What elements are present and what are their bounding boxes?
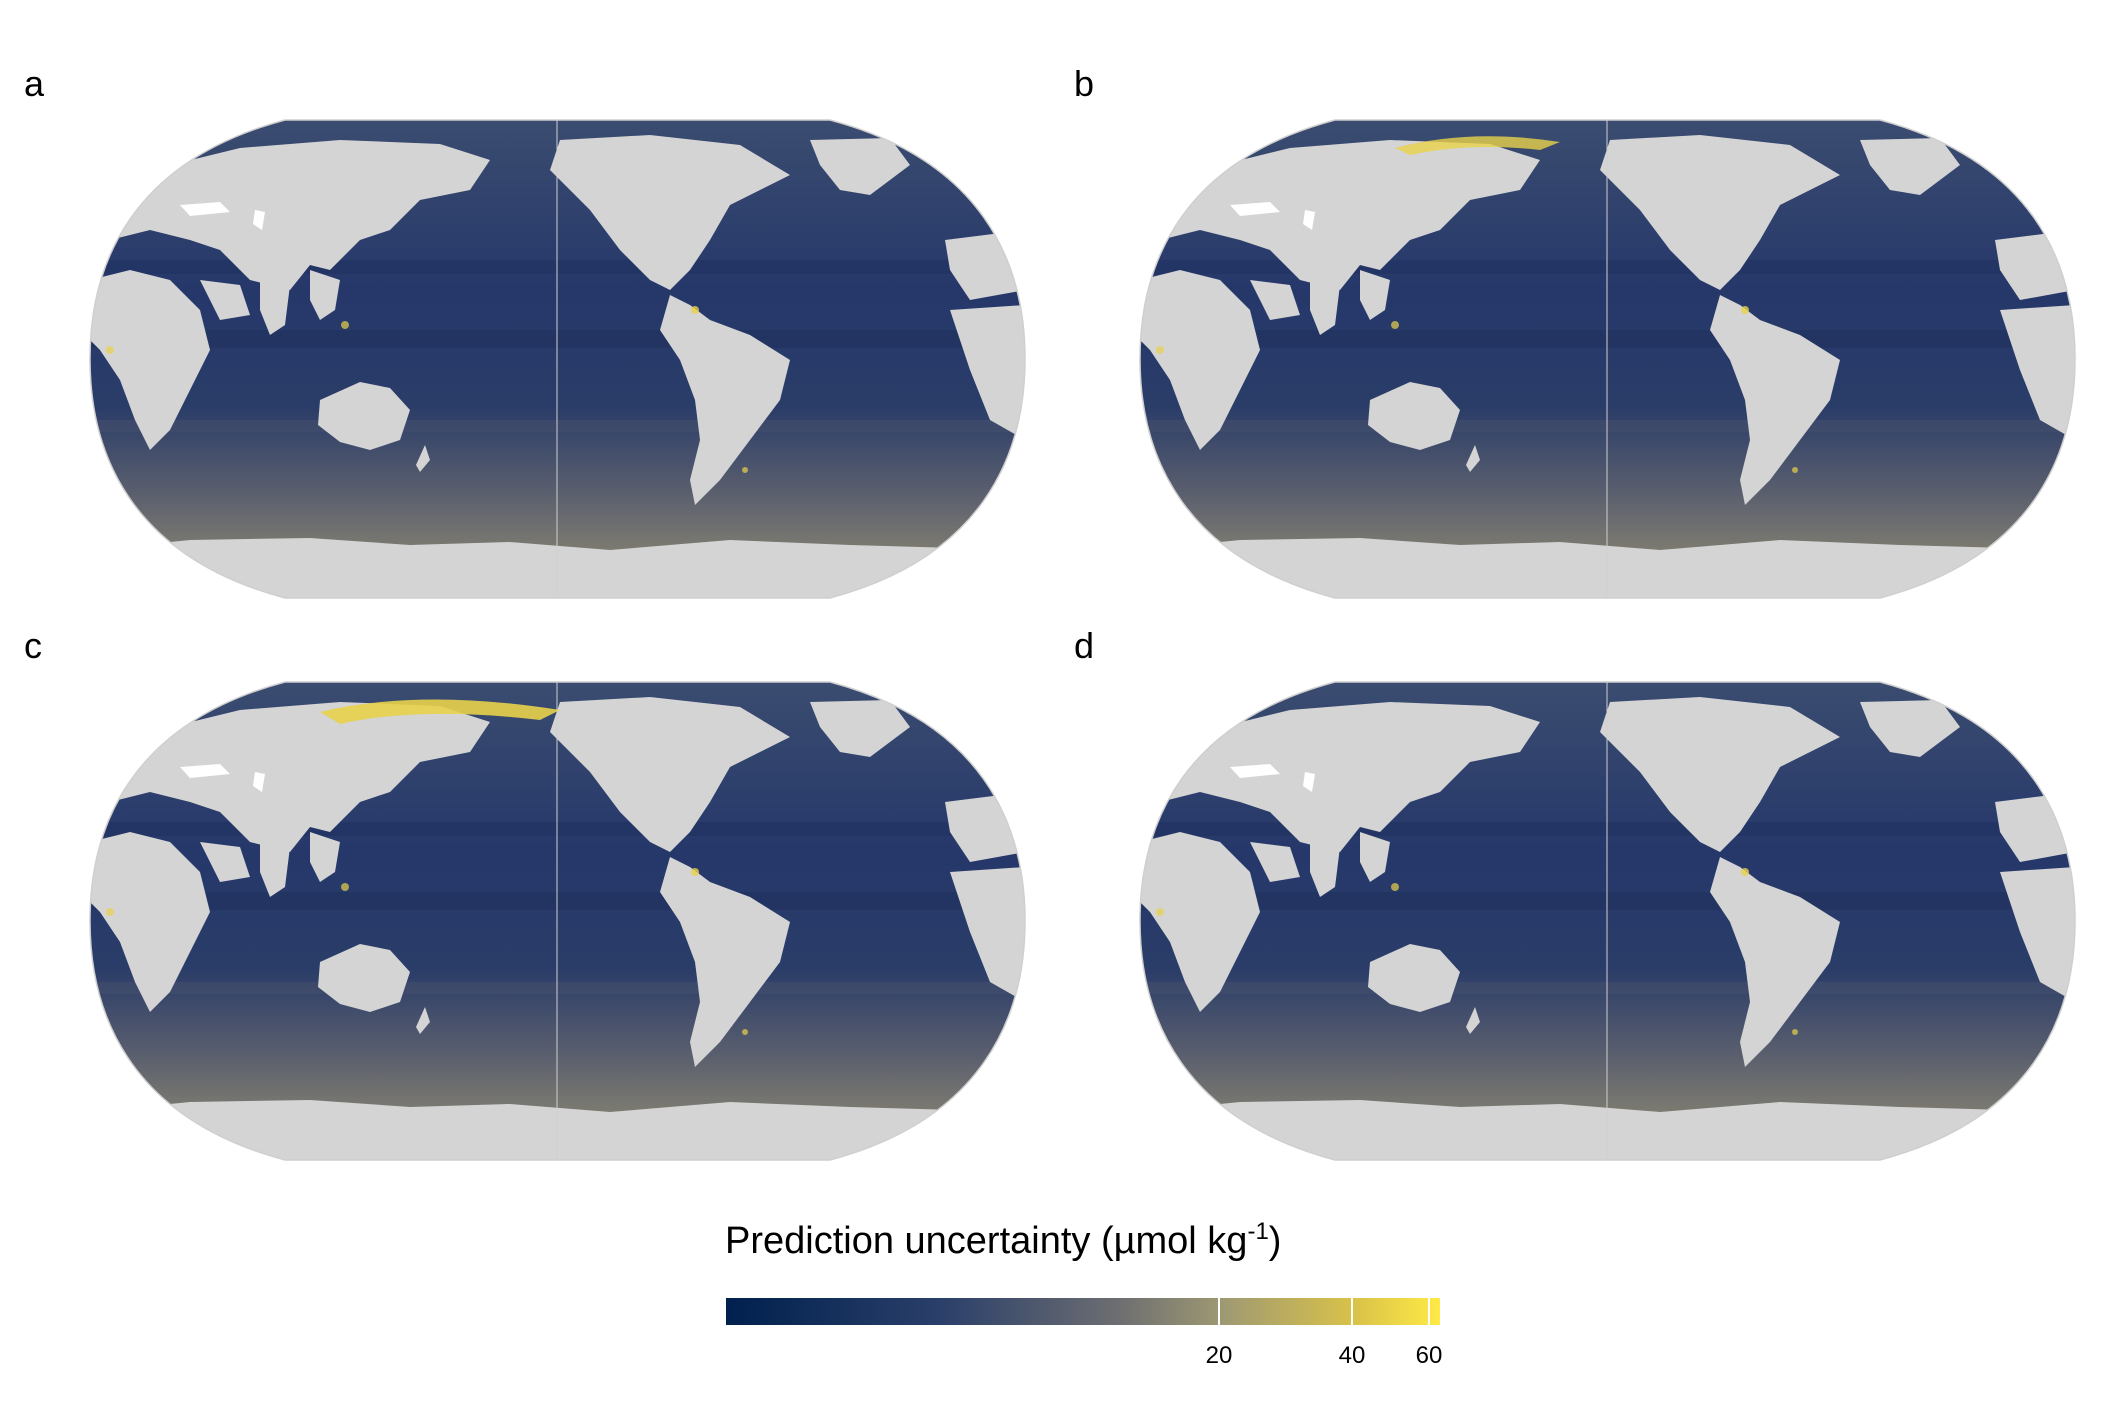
colorbar-tick-60 [1428, 1298, 1430, 1325]
map-panel-b [1140, 120, 2075, 598]
legend-title-text: Prediction uncertainty (µmol kg [725, 1220, 1248, 1262]
colorbar-label-40: 40 [1338, 1342, 1366, 1369]
colorbar-tick-20 [1218, 1298, 1220, 1325]
colorbar-label-60: 60 [1415, 1342, 1443, 1369]
arctic-high-uncertainty-c [320, 699, 560, 724]
map-panel-a [90, 120, 1025, 598]
world-map-a [90, 120, 1025, 598]
legend-title-close: ) [1268, 1220, 1282, 1262]
color-legend: Prediction uncertainty (µmol kg-1) 20 40… [720, 1218, 1443, 1369]
legend-title-superscript: -1 [1247, 1218, 1269, 1245]
arctic-high-uncertainty-b [1395, 136, 1560, 155]
panel-label-d: d [1074, 625, 1095, 666]
map-panel-d [1140, 682, 2075, 1160]
legend-title: Prediction uncertainty (µmol kg-1) [725, 1218, 1281, 1263]
panel-label-c: c [24, 625, 42, 666]
panel-label-b: b [1074, 63, 1095, 104]
world-map-c [90, 682, 1025, 1160]
colorbar-tick-40 [1351, 1298, 1353, 1325]
world-map-b [1140, 120, 2075, 598]
world-map-d [1140, 682, 2075, 1160]
colorbar [726, 1298, 1440, 1325]
colorbar-label-20: 20 [1205, 1342, 1233, 1369]
panel-label-a: a [24, 63, 45, 104]
map-panel-c [90, 682, 1025, 1160]
